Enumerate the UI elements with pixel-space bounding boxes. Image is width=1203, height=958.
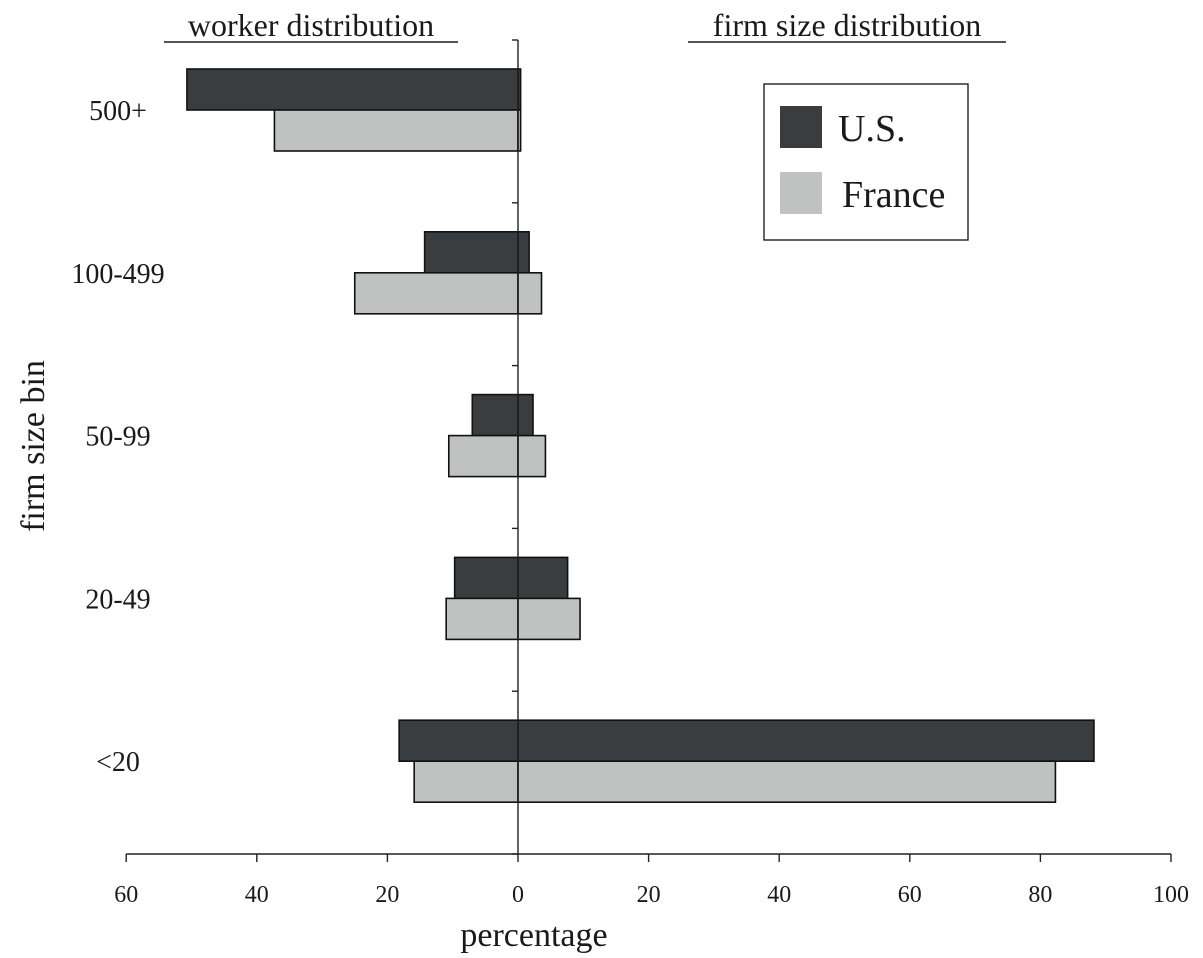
bar-worker-france-500: [273, 109, 519, 152]
x-axis-title: percentage: [460, 917, 607, 954]
bar-worker-u-s-50-99: [471, 393, 519, 437]
category-label-50-99: 50-99: [85, 422, 150, 453]
bar-worker-u-s-20: [398, 719, 519, 763]
category-label-100-499: 100-499: [71, 259, 164, 290]
bar-firm-u-s-20-49: [517, 556, 569, 600]
legend-label-france: France: [842, 174, 945, 216]
bar-firm-france-20-49: [517, 597, 581, 641]
legend-swatch-u-s: [780, 106, 822, 148]
bar-worker-u-s-20-49: [453, 556, 519, 600]
bar-firm-u-s-20: [517, 719, 1095, 763]
panel-title-worker: worker distribution: [188, 7, 434, 43]
legend-swatch-france: [780, 172, 822, 214]
bar-worker-france-20-49: [445, 597, 519, 641]
bar-worker-france-50-99: [447, 434, 519, 478]
bar-firm-france-50-99: [517, 434, 547, 478]
x-tick-label: 20: [637, 882, 661, 908]
bar-worker-u-s-100-499: [423, 231, 519, 274]
bar-firm-france-20: [517, 760, 1057, 804]
x-tick-label: 0: [512, 882, 524, 908]
bar-worker-france-100-499: [353, 271, 519, 315]
y-axis-title: firm size bin: [15, 360, 52, 532]
x-tick-label: 40: [767, 882, 791, 908]
x-tick-label: 20: [375, 882, 399, 908]
bar-worker-u-s-500: [186, 68, 519, 111]
bar-worker-france-20: [413, 760, 519, 804]
bar-firm-u-s-50-99: [517, 393, 534, 437]
category-label-20-49: 20-49: [85, 584, 150, 615]
x-tick-label: 60: [114, 882, 138, 908]
panel-title-firm: firm size distribution: [713, 7, 981, 43]
bar-firm-u-s-100-499: [517, 231, 530, 274]
x-tick-label: 80: [1028, 882, 1052, 908]
bar-firm-france-100-499: [517, 271, 543, 315]
category-label-500: 500+: [89, 96, 147, 127]
x-tick-label: 100: [1153, 882, 1189, 908]
x-tick-label: 60: [898, 882, 922, 908]
x-tick-label: 40: [245, 882, 269, 908]
legend-label-u-s: U.S.: [838, 108, 906, 150]
category-label-20: <20: [96, 747, 140, 778]
